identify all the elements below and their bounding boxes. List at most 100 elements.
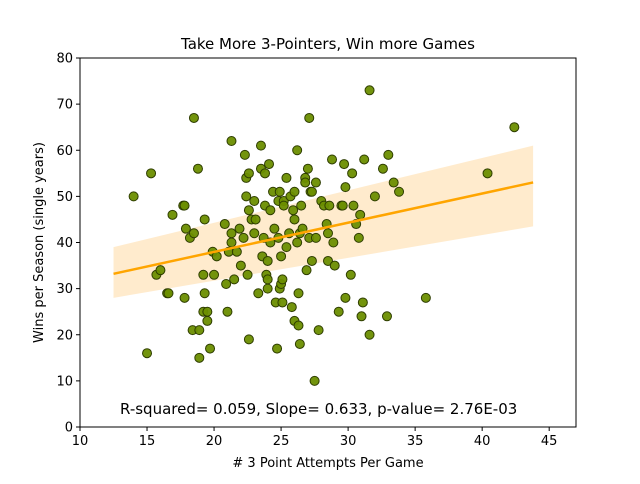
data-point <box>272 343 283 354</box>
y-tick-label: 50 <box>56 190 73 205</box>
data-point <box>310 177 321 188</box>
x-axis-label: # 3 Point Attempts Per Game <box>232 456 423 471</box>
data-point <box>188 112 199 123</box>
data-point <box>356 311 367 322</box>
data-point <box>301 265 312 276</box>
data-point <box>355 209 366 220</box>
data-point <box>253 288 264 299</box>
x-axis-ticks: 10 15 20 25 30 35 40 45 <box>72 427 558 449</box>
data-point <box>194 325 205 336</box>
data-point <box>300 177 311 188</box>
data-point <box>194 352 205 363</box>
x-tick-label: 30 <box>340 434 357 449</box>
data-point <box>262 283 273 294</box>
y-tick-label: 40 <box>56 236 73 251</box>
data-point <box>146 168 157 179</box>
data-point <box>482 168 493 179</box>
data-point <box>219 219 230 230</box>
data-point <box>306 186 317 197</box>
data-point <box>226 228 237 239</box>
data-point <box>357 297 368 308</box>
data-point <box>192 163 203 174</box>
data-point <box>364 329 375 340</box>
data-point <box>359 154 370 165</box>
data-point <box>388 177 399 188</box>
data-point <box>337 200 348 211</box>
data-point <box>339 159 350 170</box>
data-point <box>328 237 339 248</box>
data-point <box>509 122 520 133</box>
data-point <box>265 205 276 216</box>
data-point <box>296 200 307 211</box>
data-point <box>278 200 289 211</box>
data-point <box>179 292 190 303</box>
y-tick-label: 10 <box>56 374 73 389</box>
data-point <box>199 288 210 299</box>
data-point <box>347 168 358 179</box>
data-point <box>229 274 240 285</box>
data-point <box>269 223 280 234</box>
data-point <box>289 186 300 197</box>
data-point <box>155 265 166 276</box>
data-point <box>306 255 317 266</box>
data-point <box>323 228 333 239</box>
data-point <box>262 255 273 266</box>
data-point <box>239 149 250 160</box>
y-tick-label: 0 <box>65 421 73 436</box>
data-point <box>333 306 344 317</box>
chart-title: Take More 3-Pointers, Win more Games <box>180 35 475 53</box>
data-point <box>294 338 305 349</box>
data-point <box>128 191 139 202</box>
data-point <box>394 186 405 197</box>
stats-annotation: R-squared= 0.059, Slope= 0.633, p-value=… <box>120 400 517 418</box>
data-point <box>180 223 191 234</box>
data-point <box>249 195 260 206</box>
y-tick-label: 30 <box>56 282 73 297</box>
data-point <box>302 163 313 174</box>
points-group <box>128 85 520 386</box>
x-tick-label: 10 <box>72 434 89 449</box>
x-tick-label: 45 <box>541 434 558 449</box>
data-point <box>324 200 335 211</box>
data-point <box>340 182 351 193</box>
x-tick-label: 20 <box>206 434 223 449</box>
data-point <box>313 325 324 336</box>
data-point <box>222 306 233 317</box>
data-point <box>209 269 220 280</box>
data-point <box>381 311 392 322</box>
data-point <box>281 172 292 183</box>
data-point <box>198 269 209 280</box>
data-point <box>310 232 321 243</box>
data-point <box>167 209 178 220</box>
data-point <box>163 288 174 299</box>
y-axis-ticks: 0 10 20 30 40 50 60 70 80 <box>56 52 80 436</box>
data-point <box>420 292 431 303</box>
data-point <box>202 306 213 317</box>
data-point <box>277 274 288 285</box>
data-point <box>235 260 246 271</box>
data-point <box>340 292 351 303</box>
data-point <box>226 136 237 147</box>
data-point <box>304 112 315 123</box>
data-point <box>250 214 261 225</box>
data-point <box>202 315 213 326</box>
data-point <box>383 149 394 160</box>
data-point <box>292 237 303 248</box>
data-point <box>142 348 153 359</box>
y-axis-label: Wins per Season (single years) <box>32 142 47 343</box>
data-point <box>293 320 304 331</box>
data-point <box>288 205 299 216</box>
data-point <box>345 269 356 280</box>
y-tick-label: 70 <box>56 98 73 113</box>
data-point <box>199 214 210 225</box>
data-point <box>255 140 266 151</box>
data-point <box>292 145 303 156</box>
data-point <box>323 255 333 266</box>
data-point <box>234 223 245 234</box>
data-point <box>205 343 216 354</box>
data-point <box>242 269 253 280</box>
data-point <box>238 232 249 243</box>
data-point <box>264 159 275 170</box>
